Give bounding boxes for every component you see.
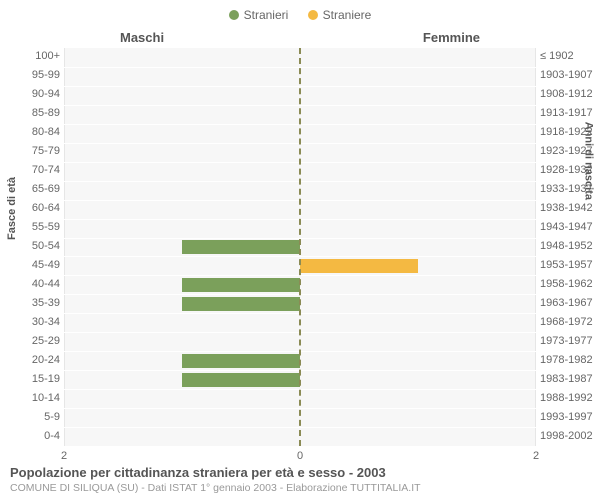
x-tick-label: 2	[533, 450, 539, 462]
y-label-birthyear: 1948-1952	[540, 240, 600, 252]
legend-item-female: Straniere	[308, 8, 372, 22]
plot-area	[64, 48, 536, 446]
plot-half-male	[64, 48, 300, 446]
y-label-age: 65-69	[0, 183, 60, 195]
x-tick-label: 0	[297, 450, 303, 462]
y-label-birthyear: 1973-1977	[540, 335, 600, 347]
y-label-birthyear: 1923-1927	[540, 145, 600, 157]
plot-half-female	[300, 48, 536, 446]
bar-male	[182, 354, 300, 368]
y-label-age: 35-39	[0, 297, 60, 309]
bar-female	[300, 259, 418, 273]
population-pyramid-chart: Stranieri Straniere Maschi Femmine Fasce…	[0, 0, 600, 500]
y-label-birthyear: 1943-1947	[540, 221, 600, 233]
y-label-birthyear: 1908-1912	[540, 88, 600, 100]
plot-bg-female	[300, 48, 536, 446]
bar-male	[182, 373, 300, 387]
legend-swatch-female	[308, 10, 318, 20]
legend-label-female: Straniere	[323, 8, 372, 22]
y-label-age: 85-89	[0, 107, 60, 119]
y-label-age: 100+	[0, 50, 60, 62]
y-label-birthyear: 1993-1997	[540, 411, 600, 423]
y-label-age: 55-59	[0, 221, 60, 233]
y-label-age: 10-14	[0, 392, 60, 404]
y-label-age: 50-54	[0, 240, 60, 252]
y-label-birthyear: 1958-1962	[540, 278, 600, 290]
y-label-age: 45-49	[0, 259, 60, 271]
y-label-age: 60-64	[0, 202, 60, 214]
y-label-birthyear: 1903-1907	[540, 69, 600, 81]
y-label-age: 5-9	[0, 411, 60, 423]
legend-swatch-male	[229, 10, 239, 20]
y-label-age: 25-29	[0, 335, 60, 347]
y-label-birthyear: 1953-1957	[540, 259, 600, 271]
y-label-birthyear: 1978-1982	[540, 354, 600, 366]
y-label-age: 20-24	[0, 354, 60, 366]
col-title-female: Femmine	[423, 30, 480, 45]
y-label-age: 75-79	[0, 145, 60, 157]
y-label-birthyear: 1998-2002	[540, 430, 600, 442]
bar-male	[182, 278, 300, 292]
y-label-birthyear: 1983-1987	[540, 373, 600, 385]
y-label-age: 80-84	[0, 126, 60, 138]
y-label-birthyear: ≤ 1902	[540, 50, 600, 62]
bar-male	[182, 240, 300, 254]
x-tick-label: 2	[61, 450, 67, 462]
bar-male	[182, 297, 300, 311]
y-label-birthyear: 1968-1972	[540, 316, 600, 328]
y-label-birthyear: 1988-1992	[540, 392, 600, 404]
center-divider	[299, 48, 301, 446]
y-label-birthyear: 1938-1942	[540, 202, 600, 214]
col-title-male: Maschi	[120, 30, 164, 45]
y-label-age: 30-34	[0, 316, 60, 328]
chart-footer: Popolazione per cittadinanza straniera p…	[10, 465, 590, 494]
y-label-birthyear: 1933-1937	[540, 183, 600, 195]
legend-item-male: Stranieri	[229, 8, 289, 22]
chart-title: Popolazione per cittadinanza straniera p…	[10, 465, 590, 480]
y-label-age: 90-94	[0, 88, 60, 100]
chart-subtitle: COMUNE DI SILIQUA (SU) - Dati ISTAT 1° g…	[10, 482, 590, 494]
y-label-birthyear: 1918-1922	[540, 126, 600, 138]
y-label-age: 70-74	[0, 164, 60, 176]
legend: Stranieri Straniere	[0, 8, 600, 23]
y-label-age: 95-99	[0, 69, 60, 81]
y-label-age: 15-19	[0, 373, 60, 385]
legend-label-male: Stranieri	[244, 8, 289, 22]
y-label-age: 0-4	[0, 430, 60, 442]
y-label-birthyear: 1913-1917	[540, 107, 600, 119]
y-label-age: 40-44	[0, 278, 60, 290]
y-label-birthyear: 1963-1967	[540, 297, 600, 309]
y-label-birthyear: 1928-1932	[540, 164, 600, 176]
